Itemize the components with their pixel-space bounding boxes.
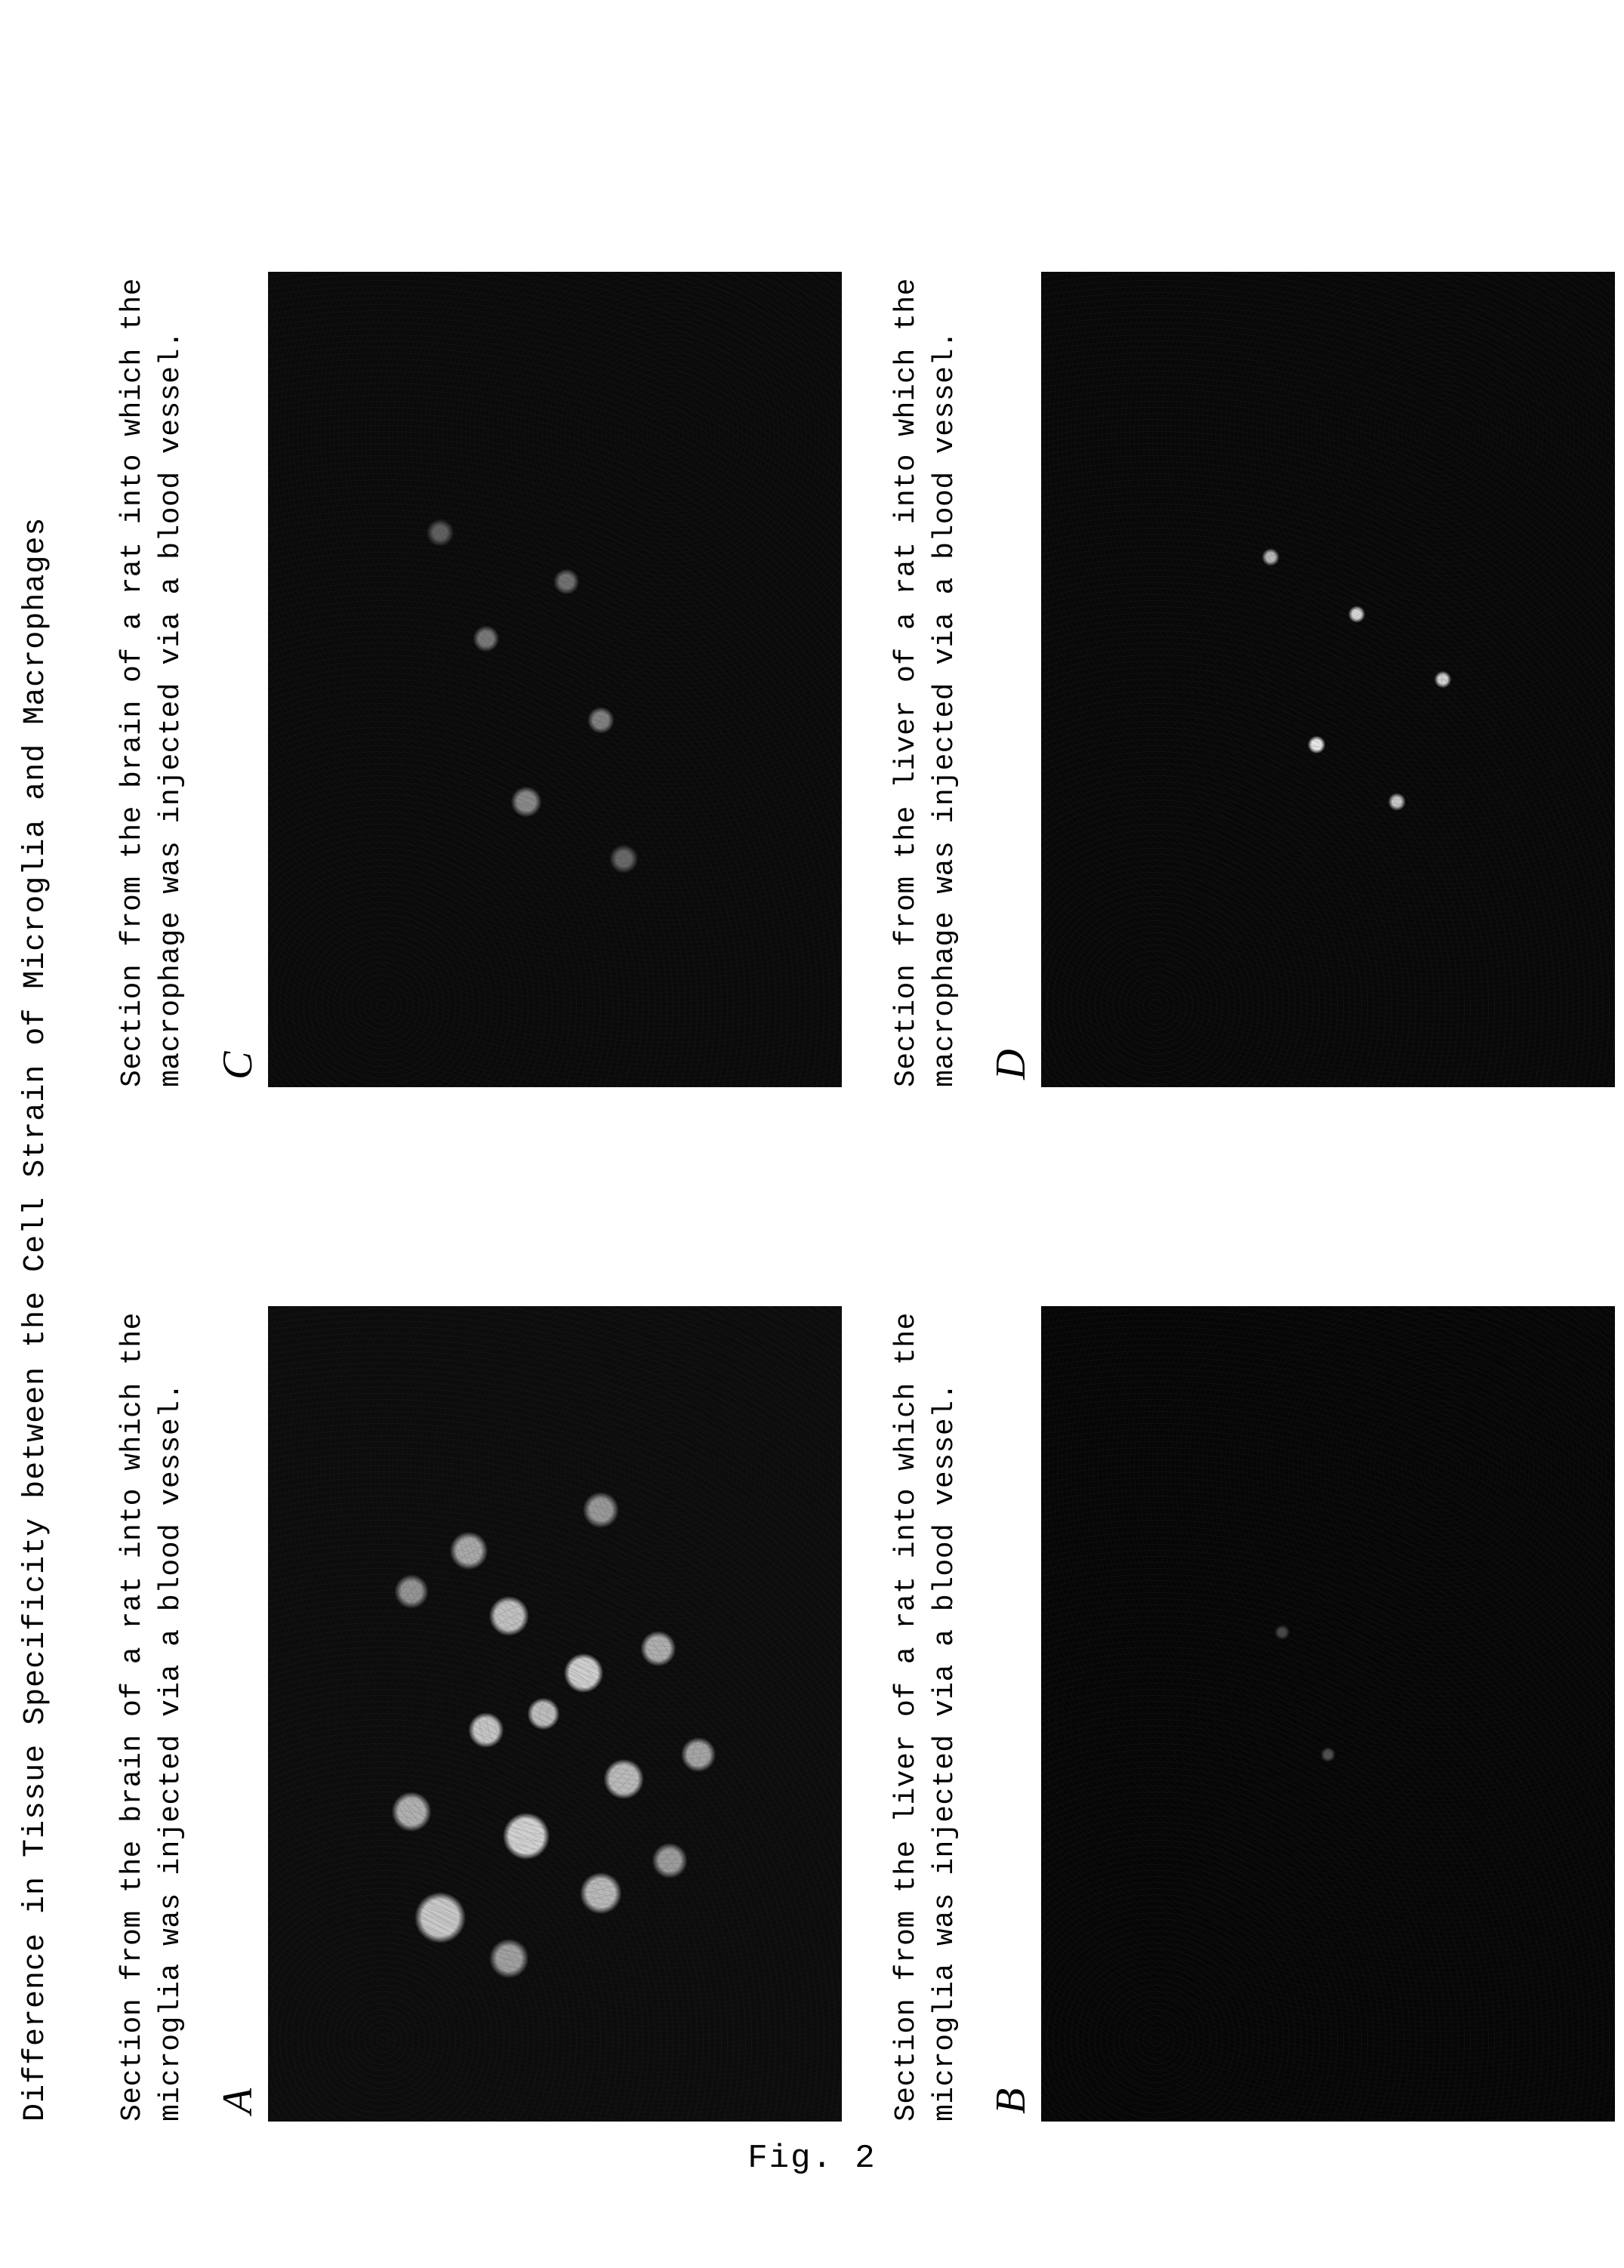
panel-B-label: B xyxy=(987,1178,1035,2122)
panel-B-micrograph xyxy=(1041,1306,1615,2122)
noise-overlay xyxy=(1041,272,1615,1087)
panel-C-label: C xyxy=(214,143,262,1087)
page-container: Difference in Tissue Specificity between… xyxy=(0,0,1624,2268)
panel-C: Section from the brain of a rat into whi… xyxy=(113,143,842,1087)
panel-A-content: A xyxy=(214,1178,842,2122)
panel-A-caption: Section from the brain of a rat into whi… xyxy=(113,1178,191,2122)
panel-A-label: A xyxy=(214,1178,262,2122)
panel-A-micrograph xyxy=(268,1306,842,2122)
panel-D: Section from the liver of a rat into whi… xyxy=(887,143,1616,1087)
panel-C-caption: Section from the brain of a rat into whi… xyxy=(113,143,191,1087)
panels-grid: Section from the brain of a rat into whi… xyxy=(113,113,1615,2152)
noise-overlay xyxy=(268,1306,842,2122)
panel-C-content: C xyxy=(214,143,842,1087)
panel-B-caption: Section from the liver of a rat into whi… xyxy=(887,1178,965,2122)
panel-B-content: B xyxy=(987,1178,1615,2122)
figure-number: Fig. 2 xyxy=(747,2140,876,2177)
panel-C-micrograph xyxy=(268,272,842,1087)
noise-overlay xyxy=(1041,1306,1615,2122)
panel-D-label: D xyxy=(987,143,1035,1087)
noise-overlay xyxy=(268,272,842,1087)
panel-B: Section from the liver of a rat into whi… xyxy=(887,1178,1616,2122)
panel-A: Section from the brain of a rat into whi… xyxy=(113,1178,842,2122)
rotated-figure-content: Difference in Tissue Specificity between… xyxy=(19,113,1453,2152)
panel-D-micrograph xyxy=(1041,272,1615,1087)
panel-D-caption: Section from the liver of a rat into whi… xyxy=(887,143,965,1087)
figure-main-title: Difference in Tissue Specificity between… xyxy=(19,113,53,2152)
panel-D-content: D xyxy=(987,143,1615,1087)
